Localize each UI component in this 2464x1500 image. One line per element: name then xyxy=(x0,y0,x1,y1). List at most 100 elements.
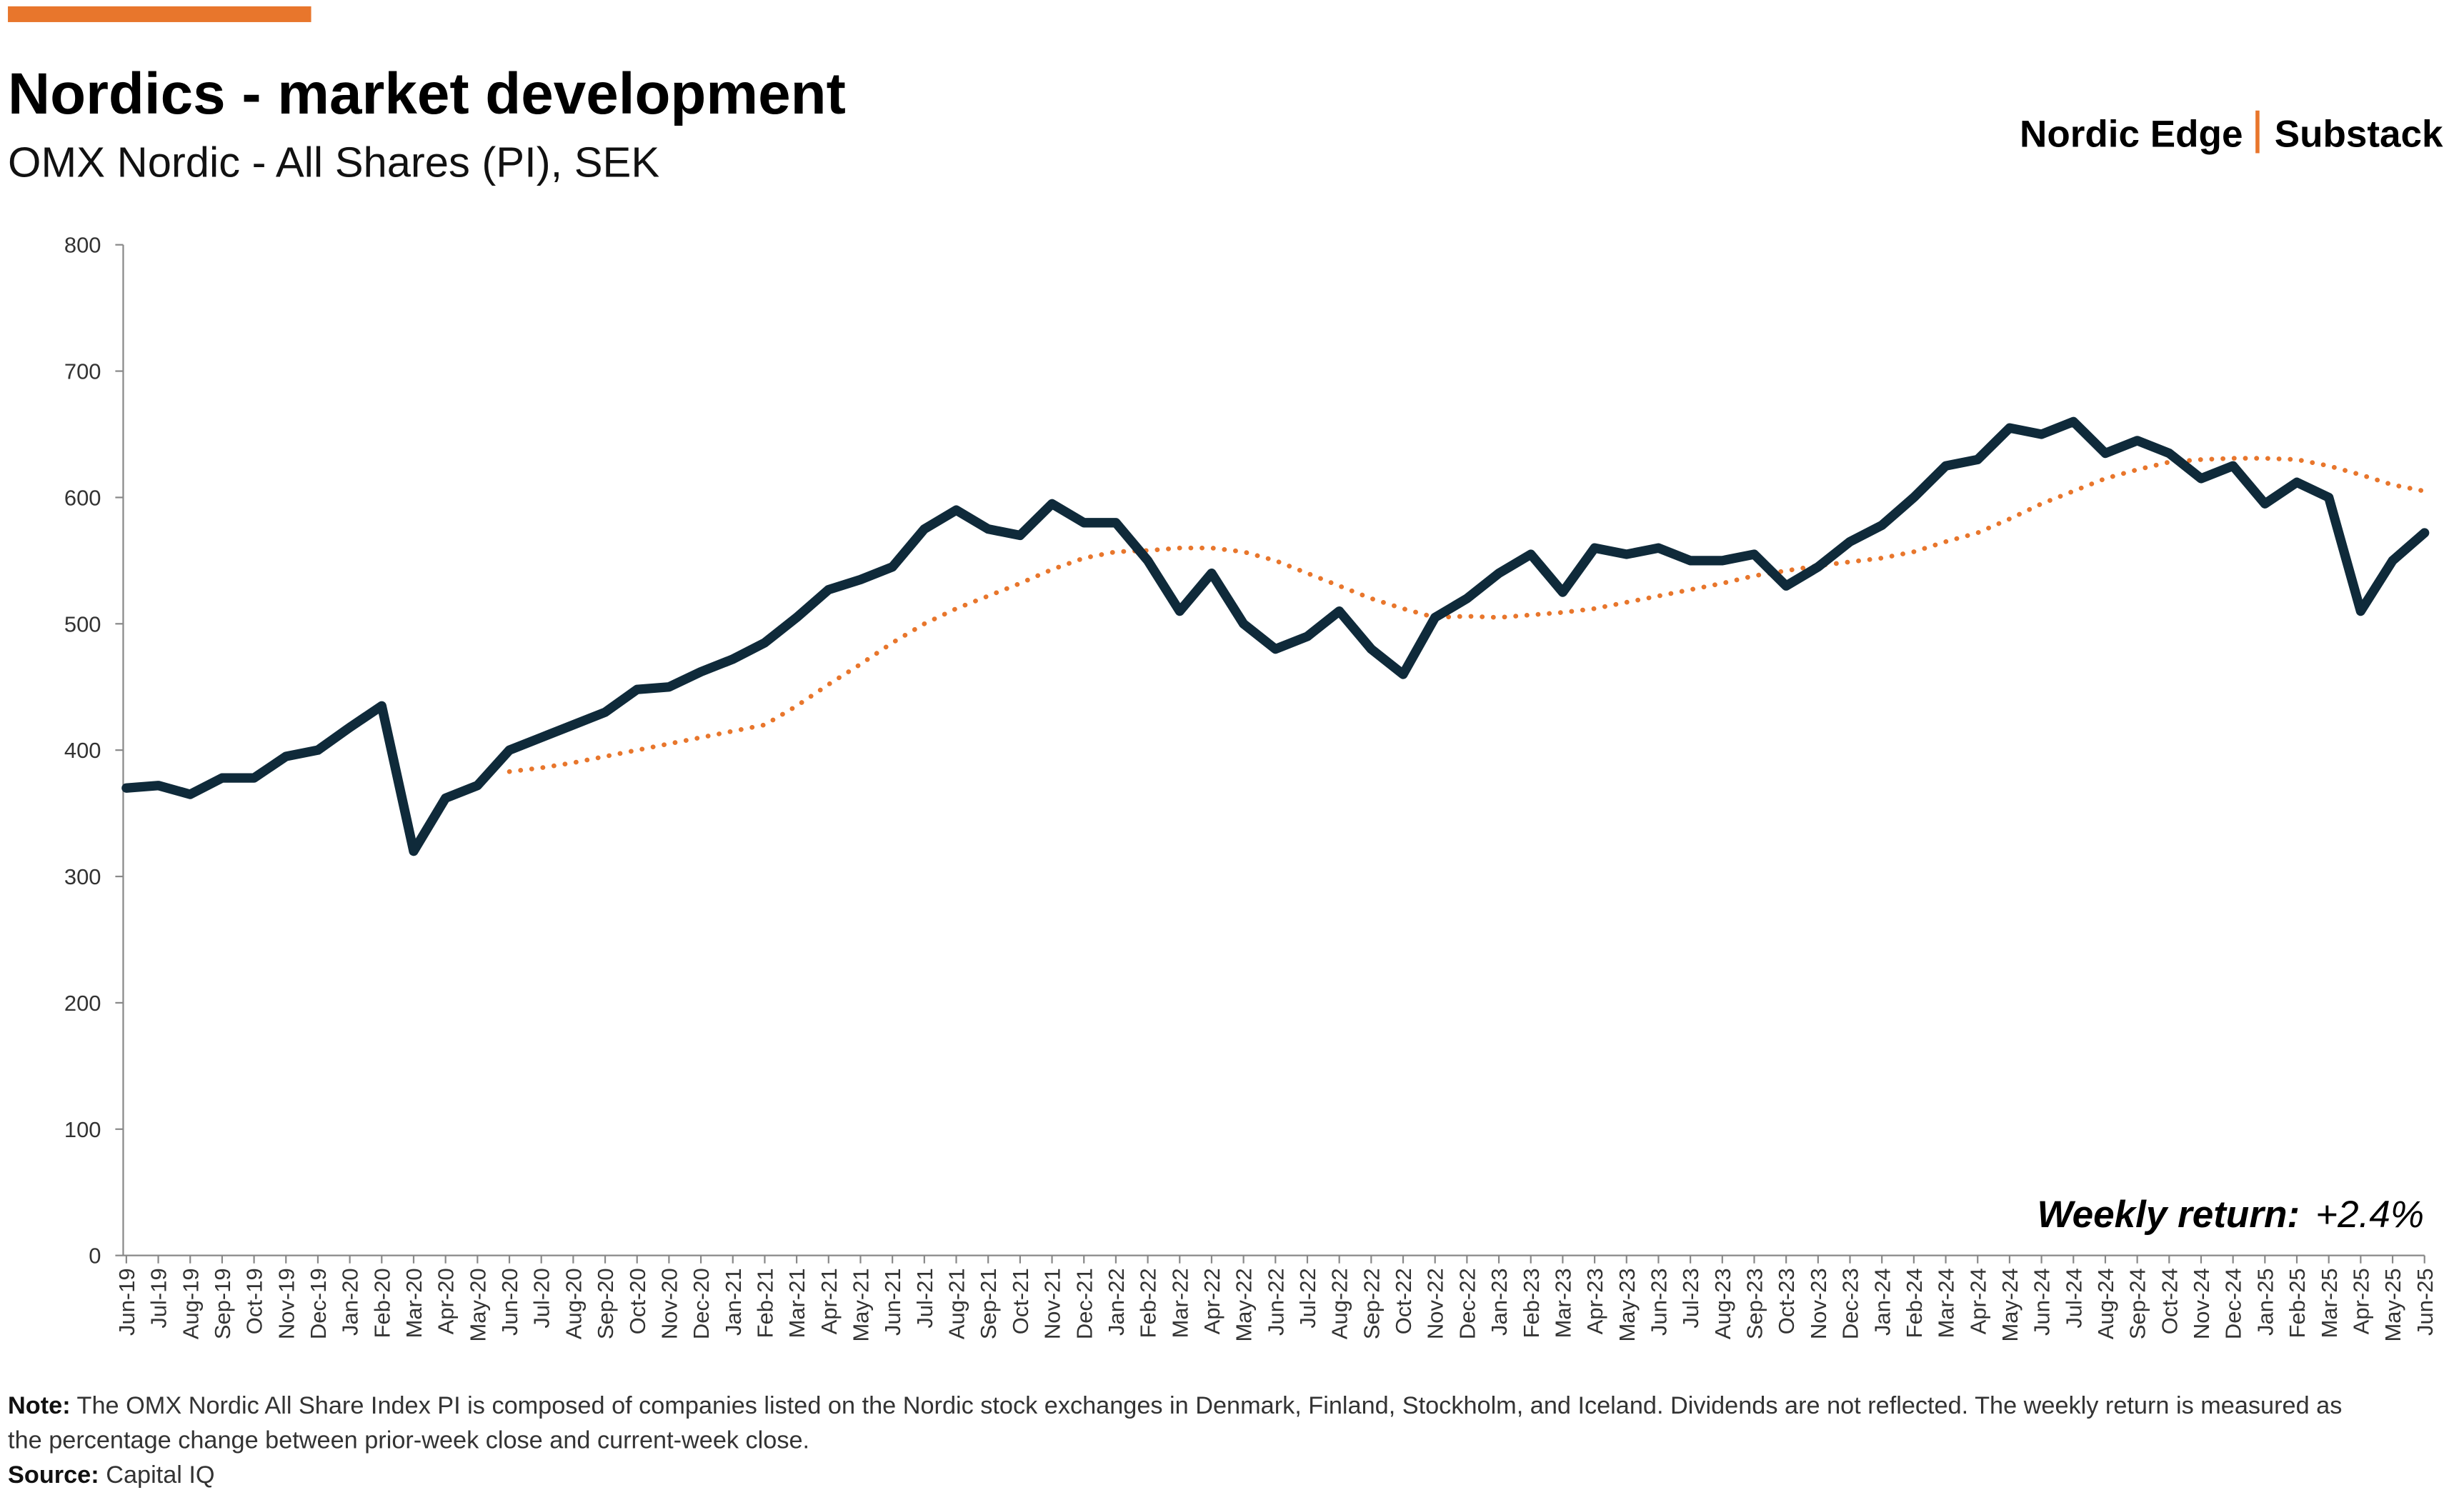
x-tick-label: Nov-23 xyxy=(1806,1268,1831,1339)
x-tick-label: May-24 xyxy=(1997,1268,2022,1341)
x-tick-label: Jul-22 xyxy=(1295,1268,1320,1328)
x-tick-label: Dec-24 xyxy=(2221,1268,2246,1339)
x-tick-label: Apr-23 xyxy=(1582,1268,1607,1334)
x-tick-label: Jun-21 xyxy=(880,1268,905,1336)
x-tick-label: Aug-19 xyxy=(178,1268,203,1339)
x-tick-label: Aug-24 xyxy=(2093,1268,2118,1339)
accent-bar xyxy=(8,6,311,22)
x-tick-label: Jan-21 xyxy=(721,1268,746,1336)
x-tick-label: Oct-22 xyxy=(1391,1268,1416,1334)
x-tick-label: Feb-24 xyxy=(1902,1268,1927,1338)
x-tick-label: Dec-21 xyxy=(1072,1268,1097,1339)
x-tick-label: Feb-22 xyxy=(1136,1268,1161,1338)
x-tick-label: Oct-21 xyxy=(1008,1268,1033,1334)
y-tick-label: 300 xyxy=(64,864,101,889)
x-tick-label: Apr-20 xyxy=(434,1268,459,1334)
x-tick-label: Sep-19 xyxy=(210,1268,235,1339)
x-tick-label: Mar-20 xyxy=(401,1268,427,1338)
x-tick-label: Jul-19 xyxy=(146,1268,171,1328)
x-tick-label: Feb-25 xyxy=(2285,1268,2310,1338)
x-tick-label: Apr-22 xyxy=(1199,1268,1224,1334)
x-tick-label: Nov-21 xyxy=(1040,1268,1065,1339)
chart: Nordics - market development OMX Nordic … xyxy=(8,6,2443,1342)
x-tick-label: Aug-20 xyxy=(561,1268,586,1339)
x-tick-label: May-21 xyxy=(849,1268,874,1341)
x-tick-label: Aug-22 xyxy=(1327,1268,1352,1339)
source-label: Source: xyxy=(8,1462,99,1489)
x-tick-label: Dec-20 xyxy=(689,1268,714,1339)
x-tick-label: Sep-23 xyxy=(1742,1268,1767,1339)
x-tick-label: Sep-22 xyxy=(1359,1268,1384,1339)
x-tick-label: Jul-21 xyxy=(912,1268,937,1328)
footnote: Note: The OMX Nordic All Share Index PI … xyxy=(8,1390,2377,1494)
x-tick-label: Sep-24 xyxy=(2125,1268,2150,1339)
chart-subtitle: OMX Nordic - All Shares (PI), SEK xyxy=(8,139,659,186)
y-tick-label: 700 xyxy=(64,359,101,384)
y-tick-label: 0 xyxy=(89,1244,101,1269)
y-tick-label: 100 xyxy=(64,1117,101,1142)
x-tick-label: Sep-21 xyxy=(976,1268,1001,1339)
x-tick-label: Jan-25 xyxy=(2253,1268,2278,1336)
x-tick-label: Jan-22 xyxy=(1104,1268,1129,1336)
x-tick-label: Sep-20 xyxy=(593,1268,618,1339)
y-tick-label: 200 xyxy=(64,991,101,1016)
x-tick-label: May-23 xyxy=(1615,1268,1640,1341)
x-tick-label: Aug-21 xyxy=(944,1268,969,1339)
x-tick-label: Jul-23 xyxy=(1678,1268,1703,1328)
x-tick-label: May-22 xyxy=(1232,1268,1257,1341)
x-tick-label: Mar-25 xyxy=(2317,1268,2342,1338)
x-tick-label: Oct-20 xyxy=(625,1268,650,1334)
x-tick-label: Aug-23 xyxy=(1710,1268,1735,1339)
x-tick-label: Dec-22 xyxy=(1455,1268,1480,1339)
x-tick-label: Nov-19 xyxy=(274,1268,299,1339)
x-tick-label: Jul-20 xyxy=(529,1268,554,1328)
x-tick-label: Nov-20 xyxy=(657,1268,682,1339)
x-tick-label: Mar-24 xyxy=(1934,1268,1959,1338)
x-tick-label: Apr-21 xyxy=(817,1268,842,1334)
x-tick-label: Jun-19 xyxy=(114,1268,139,1336)
x-tick-label: Mar-23 xyxy=(1550,1268,1575,1338)
x-tick-label: Jun-25 xyxy=(2413,1268,2438,1336)
brand-platform: Substack xyxy=(2275,114,2443,156)
x-tick-label: Nov-22 xyxy=(1423,1268,1448,1339)
x-tick-label: Apr-24 xyxy=(1965,1268,1990,1334)
y-tick-label: 400 xyxy=(64,738,101,763)
index-line xyxy=(121,416,2430,856)
x-tick-label: Mar-21 xyxy=(784,1268,809,1338)
moving-average-line xyxy=(507,456,2428,774)
x-tick-label: Jun-23 xyxy=(1646,1268,1671,1336)
x-tick-label: Jun-24 xyxy=(2030,1268,2055,1336)
brand-name: Nordic Edge xyxy=(2020,114,2243,156)
x-tick-label: Mar-22 xyxy=(1167,1268,1192,1338)
x-tick-label: Nov-24 xyxy=(2189,1268,2214,1339)
x-tick-label: Apr-25 xyxy=(2348,1268,2373,1334)
x-tick-label: Jun-20 xyxy=(497,1268,522,1336)
x-tick-label: Oct-24 xyxy=(2157,1268,2182,1334)
x-tick-label: Oct-19 xyxy=(242,1268,267,1334)
x-tick-label: Feb-23 xyxy=(1519,1268,1544,1338)
x-tick-label: May-20 xyxy=(465,1268,490,1341)
x-tick-label: Feb-21 xyxy=(752,1268,777,1338)
y-tick-label: 800 xyxy=(64,233,101,258)
chart-title: Nordics - market development xyxy=(8,61,846,126)
annotation-label: Weekly return: xyxy=(2037,1194,2300,1236)
brand-separator xyxy=(2255,110,2260,154)
x-tick-label: Jan-24 xyxy=(1870,1268,1895,1336)
note-label: Note: xyxy=(8,1393,71,1420)
note-text: The OMX Nordic All Share Index PI is com… xyxy=(8,1393,2343,1455)
x-tick-label: Jan-23 xyxy=(1487,1268,1512,1336)
x-tick-label: Jun-22 xyxy=(1263,1268,1288,1336)
x-tick-label: Jul-24 xyxy=(2061,1268,2086,1328)
y-tick-label: 500 xyxy=(64,611,101,636)
x-tick-label: Jan-20 xyxy=(338,1268,363,1336)
source-text: Capital IQ xyxy=(106,1462,215,1489)
x-tick-label: Oct-23 xyxy=(1774,1268,1799,1334)
x-tick-label: May-25 xyxy=(2380,1268,2405,1341)
x-tick-label: Dec-19 xyxy=(306,1268,331,1339)
y-tick-label: 600 xyxy=(64,485,101,510)
annotation-value: +2.4% xyxy=(2315,1194,2424,1236)
x-tick-label: Dec-23 xyxy=(1838,1268,1863,1339)
x-tick-label: Feb-20 xyxy=(369,1268,394,1338)
